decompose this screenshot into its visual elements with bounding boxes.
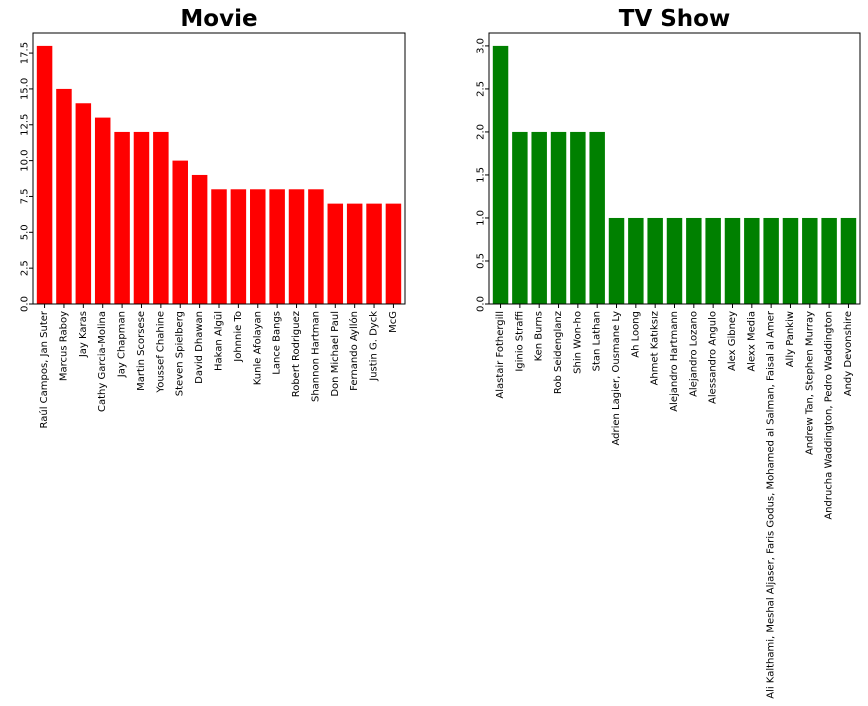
- chart-tv-show: TV Show 0.0 0.5 1.0 1.5 2.0 2.5 3.0 Alastair Fot…: [476, 6, 861, 699]
- bar: [346, 203, 363, 304]
- bar: [250, 189, 266, 304]
- x-tick-label: Stan Lathan: [592, 311, 603, 371]
- x-tick-label: Iginio Straffi: [514, 311, 525, 372]
- x-tick-label: Alejandro Hartmann: [669, 311, 680, 412]
- x-tick-label: Robert Rodriguez: [291, 311, 302, 397]
- x-tick-label: McG: [388, 311, 399, 333]
- y-tick-label: 1.0: [476, 210, 487, 226]
- y-tick-label: 0.0: [476, 296, 487, 312]
- bar: [550, 131, 567, 304]
- x-tick-label: Jay Chapman: [117, 311, 128, 378]
- x-tick-label: Shin Won-ho: [572, 311, 583, 374]
- bar: [608, 217, 625, 304]
- y-tick-label: 2.5: [476, 81, 487, 97]
- y-tick-label: 2.5: [20, 260, 31, 276]
- bar: [666, 217, 683, 304]
- bar: [724, 217, 741, 304]
- y-tick-label: 3.0: [476, 38, 487, 54]
- y-tick-label: 1.5: [476, 167, 487, 183]
- bar: [133, 131, 150, 304]
- bar: [114, 131, 130, 304]
- x-tick-label: Andrucha Waddington, Pedro Waddington: [824, 311, 835, 520]
- bar: [531, 131, 547, 304]
- x-tick-label: Justin G. Dyck: [369, 311, 380, 382]
- bar: [628, 217, 644, 304]
- x-tick-label: Alejandro Lozano: [688, 311, 699, 397]
- bar: [94, 117, 111, 304]
- x-tick-label: Ahmet Katıksız: [650, 311, 661, 385]
- x-tick-label: Hakan Algül: [214, 311, 225, 371]
- bar: [589, 131, 605, 304]
- bar: [308, 189, 324, 304]
- bar: [840, 217, 857, 304]
- x-tick-label: Shannon Hartman: [310, 311, 321, 402]
- chart-title: TV Show: [619, 6, 731, 32]
- bar: [327, 203, 344, 304]
- bar: [269, 189, 285, 304]
- x-tick-label: Alexx Media: [746, 311, 757, 372]
- bar: [191, 174, 208, 304]
- y-tick-label: 7.5: [20, 189, 31, 205]
- bar: [821, 217, 837, 304]
- y-tick-label: 15.0: [20, 78, 31, 100]
- x-tick-label: Andy Devonshire: [843, 311, 854, 396]
- y-tick-label: 12.5: [20, 114, 31, 136]
- bar: [705, 217, 721, 304]
- bar: [763, 217, 779, 304]
- x-tick-label: Jay Karas: [78, 311, 89, 358]
- bar: [75, 103, 92, 304]
- y-tick-label: 17.5: [20, 42, 31, 64]
- x-tick-label: David Dhawan: [194, 311, 205, 384]
- bar: [36, 45, 53, 305]
- x-tick-label: Marcus Raboy: [58, 311, 69, 381]
- x-tick-label: Ally Pankiw: [785, 311, 796, 367]
- y-tick-label: 10.0: [20, 149, 31, 171]
- bar: [492, 45, 509, 305]
- x-tick-label: Martin Scorsese: [136, 311, 147, 391]
- y-tick-label: 2.0: [476, 124, 487, 140]
- x-tick-label: Andrew Tan, Stephen Murray: [804, 311, 815, 455]
- bar: [153, 131, 169, 304]
- x-tick-label: Alastair Fothergill: [495, 311, 506, 399]
- x-tick-label: Alex Gibney: [727, 311, 738, 371]
- x-tick-label: Youssef Chahine: [155, 311, 166, 394]
- y-tick-label: 5.0: [20, 224, 31, 240]
- x-tick-label: Ah Loong: [630, 311, 641, 358]
- chart-movie: Movie 0.0 2.5 5.0 7.5 10.0 12.5 15.0 17.5 Raúl Ca…: [20, 6, 406, 429]
- bar: [385, 203, 402, 304]
- x-tick-label: Lance Bangs: [272, 311, 283, 375]
- x-tick-label: Ali Kalthami, Meshal Aljaser, Faris Godu…: [766, 310, 777, 699]
- y-tick-label: 0.5: [476, 253, 487, 269]
- x-tick-label: Johnnie To: [233, 311, 244, 363]
- x-tick-label: Cathy Garcia-Molina: [97, 311, 108, 412]
- x-tick-label: Steven Spielberg: [175, 311, 186, 396]
- bar: [782, 217, 799, 304]
- x-tick-label: Fernando Ayllón: [348, 311, 360, 391]
- bar: [366, 203, 382, 304]
- x-tick-label: Raúl Campos, Jan Suter: [38, 310, 50, 428]
- bar: [230, 189, 247, 304]
- bar: [647, 217, 663, 304]
- bar: [288, 189, 305, 304]
- chart-title: Movie: [180, 6, 257, 32]
- x-tick-label: Kunle Afolayan: [252, 311, 263, 385]
- bar: [512, 131, 528, 304]
- bar: [744, 217, 760, 304]
- bar: [686, 217, 702, 304]
- bar: [56, 88, 72, 305]
- bar: [802, 217, 818, 304]
- bar: [570, 131, 586, 304]
- bar: [172, 160, 188, 304]
- x-tick-label: Ken Burns: [534, 311, 545, 361]
- x-tick-label: Adrien Lagier, Ousmane Ly: [611, 311, 622, 446]
- x-tick-label: Alessandro Angulo: [708, 311, 719, 404]
- bar: [211, 189, 227, 304]
- y-tick-label: 0.0: [20, 296, 31, 312]
- x-tick-label: Don Michael Paul: [330, 311, 341, 397]
- x-tick-label: Rob Seidenglanz: [553, 311, 564, 394]
